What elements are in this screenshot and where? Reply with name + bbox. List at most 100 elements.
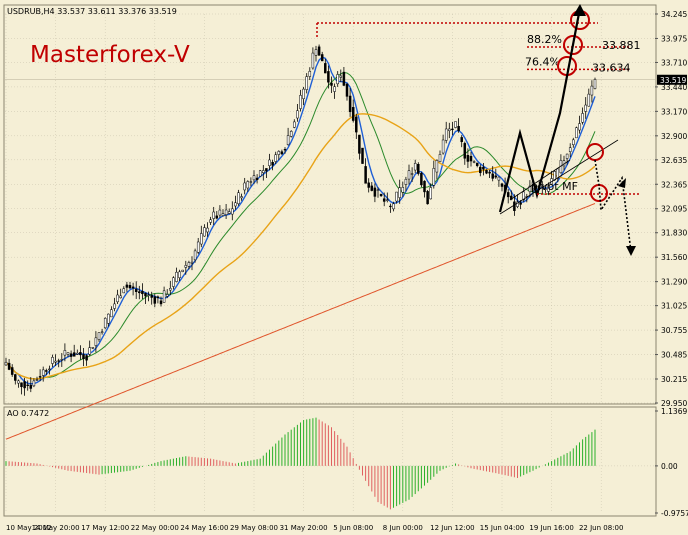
candle-body xyxy=(522,191,525,201)
candle-body xyxy=(231,208,234,215)
candle-body xyxy=(32,380,36,387)
candle-body xyxy=(404,179,408,185)
x-tick-label: 24 May 16:00 xyxy=(180,524,228,532)
candle-body xyxy=(119,295,122,299)
candle-body xyxy=(451,128,454,131)
ao-tick-label: -0.9757 xyxy=(661,509,688,518)
x-tick-label: 10 May 2012 xyxy=(6,524,52,532)
candle-body xyxy=(10,367,14,375)
candle-body xyxy=(327,71,330,83)
candle-body xyxy=(547,185,550,192)
y-tick-label: 32.900 xyxy=(661,132,687,141)
wave-arrowhead xyxy=(573,4,586,16)
candle-body xyxy=(317,46,321,56)
candle-body xyxy=(593,79,597,89)
candle-body xyxy=(165,294,169,297)
annotations: 88.2% 33.881 76.4% 33.634 pivot MF xyxy=(316,4,641,256)
candle-body xyxy=(299,95,302,109)
candle-body xyxy=(107,313,110,324)
candle-body xyxy=(413,163,417,171)
candle-body xyxy=(29,384,33,389)
y-tick-label: 31.290 xyxy=(661,278,687,287)
candle-body xyxy=(45,370,48,372)
candle-body xyxy=(469,155,473,162)
projection-arrow-down xyxy=(626,246,636,256)
candle-body xyxy=(500,183,504,187)
candle-body xyxy=(131,286,135,289)
y-tick-label: 33.710 xyxy=(661,58,687,67)
candle-body xyxy=(296,110,299,119)
candle-body xyxy=(125,284,129,288)
candle-body xyxy=(444,128,448,141)
candle-body xyxy=(85,355,88,361)
candle-body xyxy=(389,205,392,208)
candle-body xyxy=(169,288,172,291)
x-tick-label: 5 Jun 08:00 xyxy=(333,524,373,532)
y-tick-label: 31.830 xyxy=(661,229,687,238)
candle-body xyxy=(237,192,240,204)
candle-body xyxy=(271,161,274,166)
ma-long-line xyxy=(5,203,596,440)
candle-body xyxy=(395,191,398,202)
candle-body xyxy=(432,168,436,186)
candle-body xyxy=(330,82,333,86)
current-price-label: 33.519 xyxy=(660,76,686,85)
x-tick-label: 8 Jun 00:00 xyxy=(383,524,423,532)
candle-body xyxy=(417,164,420,174)
candle-body xyxy=(575,127,578,139)
candle-body xyxy=(38,376,42,378)
candle-body xyxy=(544,188,547,190)
candle-body xyxy=(553,171,556,181)
candle-body xyxy=(345,83,349,97)
candle-body xyxy=(79,352,82,356)
candle-body xyxy=(60,359,64,361)
candle-body xyxy=(590,85,594,96)
candle-body xyxy=(488,171,491,174)
fib-88-value: 33.881 xyxy=(602,39,641,52)
candle-body xyxy=(113,303,116,309)
candle-body xyxy=(423,180,426,193)
candle-body xyxy=(66,352,70,355)
candle-body xyxy=(14,374,17,381)
candle-body xyxy=(528,185,532,192)
ma-fast-line xyxy=(5,56,596,385)
candle-body xyxy=(293,121,296,128)
candle-body xyxy=(103,318,107,329)
pivot-label: pivot MF xyxy=(531,180,578,193)
candle-body xyxy=(361,147,364,164)
candle-body xyxy=(305,76,308,90)
watermark: Masterforex-V xyxy=(30,42,190,68)
candle-body xyxy=(76,352,79,355)
candle-body xyxy=(348,95,352,113)
candle-body xyxy=(20,382,23,388)
projection-path xyxy=(594,159,632,253)
candle-body xyxy=(420,173,423,186)
candle-body xyxy=(240,196,243,199)
candle-body xyxy=(454,121,457,128)
x-tick-label: 17 May 12:00 xyxy=(81,524,129,532)
fib-88-label: 88.2% xyxy=(527,33,562,46)
candle-body xyxy=(141,291,144,295)
candle-body xyxy=(156,296,160,299)
candle-body xyxy=(578,123,581,131)
candle-body xyxy=(159,300,163,305)
candle-body xyxy=(482,166,485,170)
candle-body xyxy=(497,176,501,181)
candle-body xyxy=(51,357,54,364)
candle-body xyxy=(556,168,560,179)
axes: 34.245 33.975 33.710 33.440 33.170 32.900 32.6… xyxy=(6,10,688,532)
ma-slow-line xyxy=(5,113,596,380)
ao-tick-label: 0.00 xyxy=(661,462,678,471)
candle-body xyxy=(249,181,253,183)
channel-line xyxy=(509,159,571,201)
candle-body xyxy=(54,360,57,363)
candle-body xyxy=(311,52,315,69)
main-panel-frame xyxy=(3,4,657,405)
candle-body xyxy=(258,170,262,177)
candle-body xyxy=(367,182,370,188)
candle-body xyxy=(302,88,305,99)
candle-body xyxy=(69,353,73,357)
candle-body xyxy=(150,295,153,298)
candle-body xyxy=(336,74,339,85)
candle-body xyxy=(57,360,60,362)
